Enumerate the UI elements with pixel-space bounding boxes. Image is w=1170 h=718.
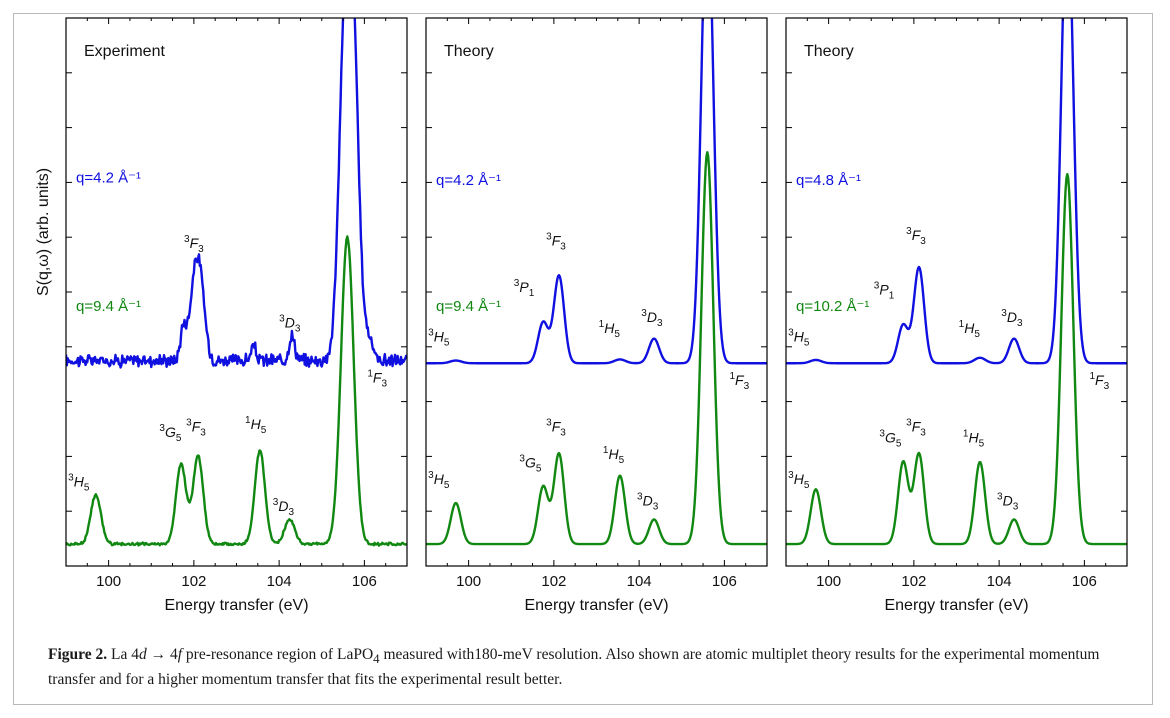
series-name-label: q=10.2 Å⁻¹ [796,298,869,315]
x-axis-label: Energy transfer (eV) [164,597,308,614]
x-tick-label: 106 [352,573,377,590]
x-tick-label: 106 [712,573,737,590]
x-tick-label: 104 [267,573,292,590]
caption-f: f [177,646,183,663]
x-axis-label: Energy transfer (eV) [884,597,1028,614]
panel-3: q=4.8 Å⁻¹ 3H5 3P1 3F3 1H5 3D3 1F3 q=10.2 Å⁻¹ 3H5… [785,17,1128,614]
peak-label: 3F3 [546,418,566,439]
peak-label: 3F3 [906,226,926,247]
peak-label: 3G5 [519,453,541,474]
x-tick-label: 100 [96,573,121,590]
peak-label: 1F3 [367,368,387,389]
peak-label: 1F3 [729,371,749,392]
peak-label: 3G5 [159,423,181,444]
plot-frame [785,17,1128,567]
peak-label: 3P1 [874,281,895,302]
series-line-upper [426,18,767,365]
peak-label: 1H5 [599,319,621,340]
series-line-lower [426,151,767,546]
figure-caption: Figure 2. La 4d → 4f pre-resonance regio… [48,644,1128,690]
x-tick-label: 102 [541,573,566,590]
caption-text-after: measured with180-meV resolution. Also sh… [48,646,1100,689]
series-line-lower [66,235,407,547]
peak-label: 3F3 [906,418,926,439]
caption-arrow: → 4 [146,646,178,663]
peak-label: 3P1 [514,278,535,299]
series-line-upper [786,18,1127,365]
y-axis-label: S(q,ω) (arb. units) [35,168,52,296]
caption-d: d [138,646,147,663]
peak-label: 3H5 [428,470,450,491]
x-tick-label: 102 [181,573,206,590]
peak-label: 3F3 [186,418,206,439]
peak-label: 3D3 [1001,308,1023,329]
caption-sub: 4 [373,651,380,667]
peak-label: 3D3 [641,308,663,329]
series-name-label: q=4.8 Å⁻¹ [796,172,861,189]
x-axis-label: Energy transfer (eV) [524,597,668,614]
x-tick-label: 104 [627,573,652,590]
peak-label: 1H5 [963,429,985,450]
series-name-label: q=4.2 Å⁻¹ [76,169,141,186]
series-name-label: q=9.4 Å⁻¹ [436,298,501,315]
peak-label: 3F3 [184,234,204,255]
peak-label: 3G5 [879,429,901,450]
peak-label: 3D3 [273,497,295,518]
peak-label: 1H5 [959,319,981,340]
peak-label: 3H5 [68,473,90,494]
plot-frame [425,17,768,567]
peak-label: 3H5 [788,470,810,491]
caption-label: Figure 2. [48,646,108,663]
caption-text-before: La 4 [107,646,139,663]
series-line-lower [786,172,1127,546]
peak-label: 3H5 [788,327,810,348]
x-tick-label: 100 [816,573,841,590]
x-tick-label: 106 [1072,573,1097,590]
series-line-upper [66,18,407,369]
panel-title: Theory [444,43,494,60]
panel-2: q=4.2 Å⁻¹ 3H5 3P1 3F3 1H5 3D3 1F3 q=9.4 Å⁻¹ 3H5 3… [425,17,768,614]
x-tick-label: 102 [901,573,926,590]
peak-label: 1H5 [603,445,625,466]
panel-title: Theory [804,43,854,60]
peak-label: 3D3 [997,492,1019,513]
peak-label: 3F3 [546,231,566,252]
series-name-label: q=9.4 Å⁻¹ [76,298,141,315]
series-name-label: q=4.2 Å⁻¹ [436,172,501,189]
panel-title: Experiment [84,43,165,60]
peak-label: 3H5 [428,327,450,348]
peak-label: 1F3 [1089,371,1109,392]
peak-label: 3D3 [279,314,301,335]
figure-frame [13,13,1153,705]
plot-frame [65,17,408,567]
peak-label: 3D3 [637,492,659,513]
x-tick-label: 100 [456,573,481,590]
x-tick-label: 104 [987,573,1012,590]
caption-text-mid: pre-resonance region of LaPO [182,646,374,663]
peak-label: 1H5 [245,415,267,436]
